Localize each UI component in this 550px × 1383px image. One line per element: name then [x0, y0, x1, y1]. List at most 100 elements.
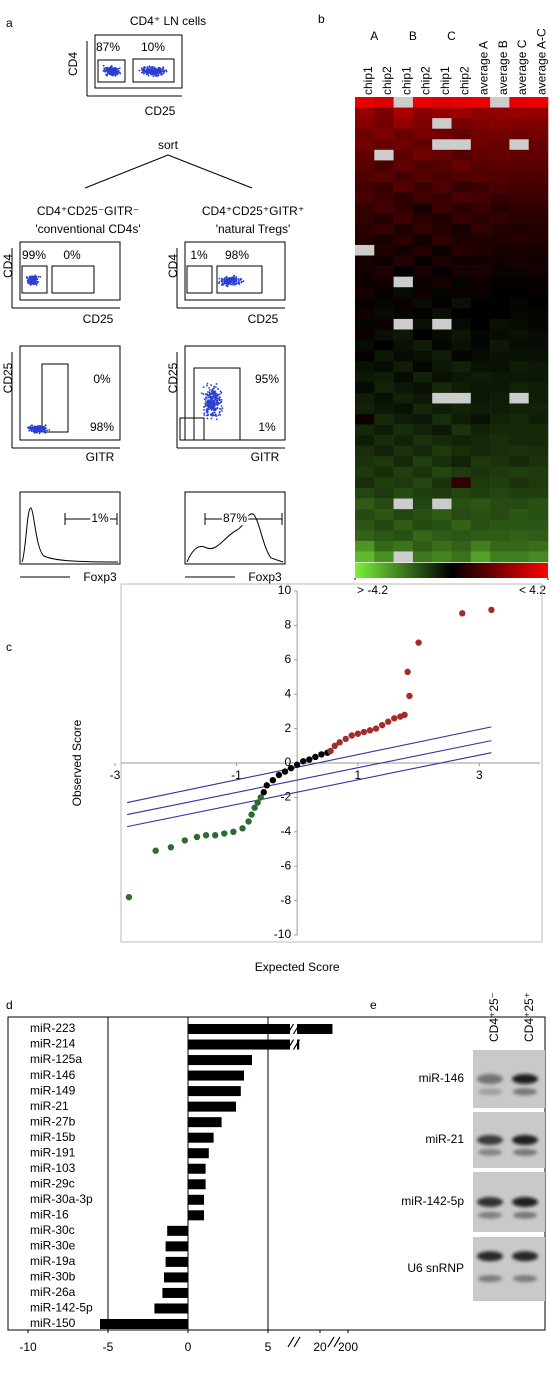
cell-dot	[206, 384, 208, 387]
heatmap-cell	[528, 530, 549, 542]
cell-dot	[147, 74, 150, 77]
axis-break	[293, 1336, 301, 1348]
heatmap-cell	[393, 414, 414, 425]
cell-dot	[233, 274, 235, 277]
heatmap-cell	[451, 128, 472, 140]
plot-frame	[7, 1016, 546, 1331]
heatmap-cell	[509, 329, 529, 341]
heatmap-cell	[470, 414, 491, 425]
cell-dot	[219, 401, 222, 404]
axis-title: CD4	[66, 52, 80, 76]
data-point	[287, 764, 295, 772]
cell-dot	[146, 66, 149, 68]
cell-dot	[212, 403, 215, 406]
heatmap-cell	[451, 392, 472, 404]
heatmap-cell	[374, 297, 394, 309]
y-tick-label: 4	[284, 686, 291, 700]
heatmap-cell	[470, 287, 491, 299]
gate	[216, 265, 263, 294]
data-point	[488, 606, 495, 614]
cell-dot	[116, 70, 119, 72]
heatmap-cell	[432, 382, 452, 394]
cell-dot	[225, 280, 228, 283]
plot-frame	[184, 491, 286, 565]
panel-letter: c	[6, 640, 12, 654]
blot-band	[477, 1197, 503, 1207]
cell-dot	[109, 65, 112, 68]
data-point	[406, 692, 413, 700]
cell-dot	[154, 73, 156, 76]
heatmap-cell	[412, 509, 433, 521]
cell-dot	[46, 429, 48, 432]
heatmap-cell	[509, 318, 529, 330]
data-point	[269, 777, 277, 784]
blot-label: miR-142-5p	[401, 1194, 464, 1208]
heatmap-cell	[374, 498, 394, 510]
bar	[188, 1148, 209, 1159]
heatmap-cell	[432, 551, 452, 563]
gate	[179, 417, 205, 441]
heatmap-cell	[490, 308, 510, 320]
heatmap-cell	[355, 540, 375, 552]
heatmap-cell	[374, 181, 394, 193]
heatmap-cell	[490, 382, 510, 394]
heatmap-cell	[490, 276, 510, 288]
heatmap-cell	[451, 149, 472, 161]
cell-dot	[228, 280, 231, 282]
heatmap-cell	[509, 456, 529, 468]
heatmap-cell	[393, 160, 414, 172]
heatmap-cell	[470, 297, 491, 309]
heatmap-cell	[509, 223, 529, 235]
heatmap-cell	[432, 202, 452, 214]
group-label: B	[409, 29, 417, 43]
cell-dot	[145, 68, 148, 71]
gate-percent: 1%	[190, 248, 208, 262]
heatmap-cell	[412, 107, 433, 119]
x-tick-label: 5	[265, 1340, 272, 1354]
cell-dot	[212, 387, 215, 390]
data-point	[254, 799, 261, 806]
heatmap-cell	[509, 276, 529, 288]
gate	[97, 59, 126, 83]
heatmap-cell	[374, 361, 394, 373]
cell-dot	[145, 72, 148, 74]
heatmap-cell	[451, 118, 472, 130]
heatmap-cell	[412, 488, 433, 499]
heatmap-cell	[528, 329, 549, 341]
category-label: miR-214	[30, 1037, 76, 1051]
heatmap-cell	[490, 403, 510, 415]
cell-dot	[218, 393, 221, 396]
cell-dot	[150, 67, 153, 70]
bar-break-gap	[290, 1038, 297, 1051]
heatmap-cell	[412, 139, 433, 151]
heatmap-cell	[470, 118, 491, 130]
cell-dot	[155, 70, 157, 73]
cell-dot	[158, 69, 161, 71]
cell-dot	[210, 417, 213, 420]
bar	[188, 1210, 204, 1221]
heatmap-cell	[528, 107, 549, 119]
heatmap-cell	[355, 213, 375, 225]
heatmap-cell	[528, 392, 549, 404]
heatmap-cell	[490, 435, 510, 447]
data-point	[372, 725, 380, 732]
bar-break	[292, 1039, 301, 1050]
heatmap-cell	[393, 456, 414, 468]
cell-dot	[159, 69, 162, 72]
cell-dot	[34, 425, 36, 428]
lane-label: CD4⁺25⁺	[522, 992, 536, 1042]
plot-frame	[19, 241, 121, 301]
y-tick-label: -2	[280, 790, 291, 804]
cell-dot	[221, 280, 224, 282]
blot-band	[478, 1088, 502, 1096]
heatmap-cell	[374, 414, 394, 425]
data-point	[360, 728, 368, 736]
heatmap-cell	[470, 255, 491, 267]
heatmap-cell	[393, 213, 414, 225]
data-point	[239, 825, 246, 832]
data-point	[300, 758, 307, 765]
heatmap-cell	[509, 192, 529, 203]
heatmap-cell	[412, 266, 433, 277]
cell-dot	[29, 283, 32, 286]
